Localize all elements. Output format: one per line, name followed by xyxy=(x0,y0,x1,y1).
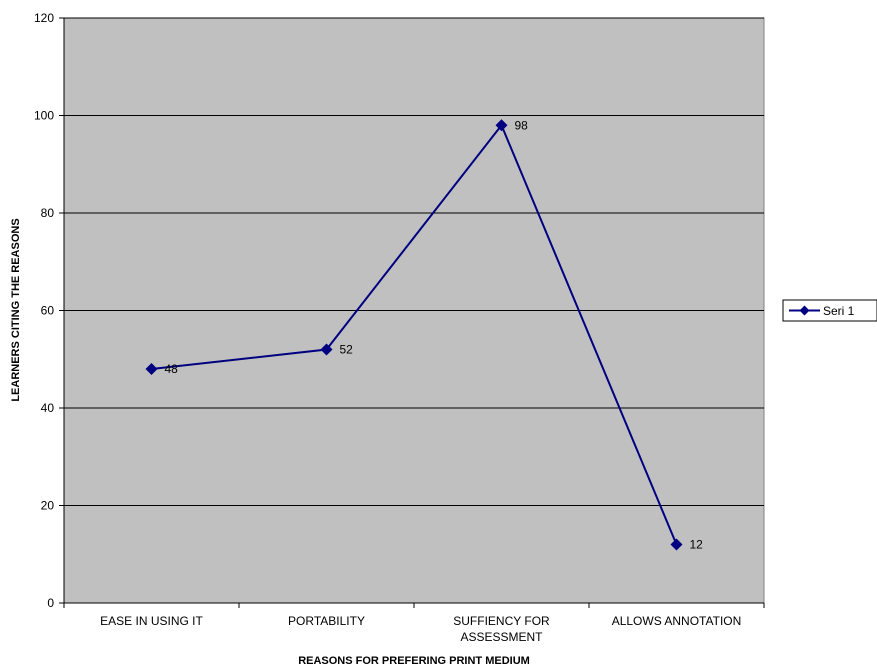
x-axis-title: REASONS FOR PREFERING PRINT MEDIUM xyxy=(298,655,530,667)
series-line xyxy=(151,123,678,545)
data-label: 12 xyxy=(690,538,704,552)
data-label: 52 xyxy=(340,343,354,357)
x-tick-label: EASE IN USING IT xyxy=(100,614,203,628)
legend-label: Seri 1 xyxy=(823,304,855,318)
y-tick-label: 120 xyxy=(34,11,54,25)
data-point-marker xyxy=(495,119,508,132)
series-lines xyxy=(151,123,678,545)
y-tick-label: 40 xyxy=(41,401,55,415)
data-label: 48 xyxy=(165,362,179,376)
x-tick-label-line: ASSESSMENT xyxy=(460,630,543,644)
x-tick-labels: EASE IN USING IT PORTABILITY SUFFIENCY FOR… xyxy=(100,614,741,644)
legend-box xyxy=(782,299,877,322)
y-tick-label: 60 xyxy=(41,304,55,318)
axes xyxy=(59,17,765,608)
y-axis-title: LEARNERS CITING THE REASONS xyxy=(10,218,22,401)
x-tick-label-line: EASE IN USING IT xyxy=(100,614,203,628)
y-tick-label: 80 xyxy=(41,206,55,220)
gridlines xyxy=(64,17,764,506)
data-point-marker xyxy=(145,363,158,375)
y-tick-label: 0 xyxy=(47,596,54,610)
data-points xyxy=(145,119,683,551)
x-tick-label: ALLOWS ANNOTATION xyxy=(612,614,742,628)
x-tick-label: PORTABILITY xyxy=(288,614,365,628)
data-labels: 48 52 98 12 xyxy=(165,118,704,551)
data-point-marker xyxy=(320,343,333,356)
x-tick-label-line: PORTABILITY xyxy=(288,614,365,628)
y-tick-labels: 0 20 40 60 80 100 120 xyxy=(34,11,54,610)
x-tick-label: SUFFIENCY FOR ASSESSMENT xyxy=(453,614,550,644)
x-tick-label-line: ALLOWS ANNOTATION xyxy=(612,614,742,628)
data-point-marker xyxy=(670,538,683,551)
y-tick-label: 100 xyxy=(34,109,54,123)
legend: Seri 1 xyxy=(782,299,877,322)
y-tick-label: 20 xyxy=(41,499,55,513)
x-tick-label-line: SUFFIENCY FOR xyxy=(453,614,550,628)
legend-marker xyxy=(799,305,810,316)
data-label: 98 xyxy=(515,118,529,132)
